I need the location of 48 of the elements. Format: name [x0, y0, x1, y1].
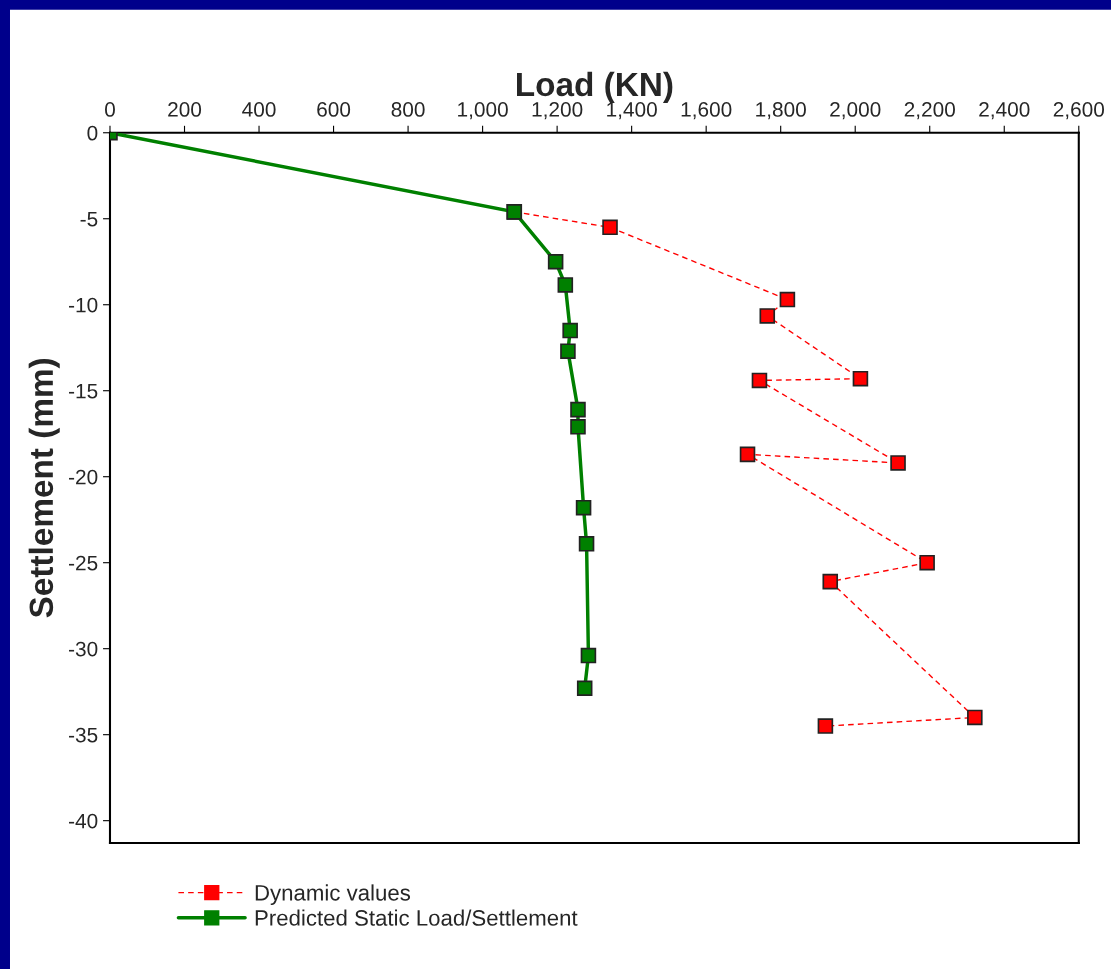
point [739, 446, 756, 463]
x-tick-label: 2,000 [830, 102, 881, 120]
x-tick-label: 600 [317, 102, 351, 117]
y-tick-label: -30 [69, 641, 98, 657]
x-tick-label: 2,400 [979, 102, 1030, 120]
legend-label: Dynamic values [255, 884, 411, 906]
x-tick-label: 2,600 [1053, 102, 1105, 120]
point [580, 647, 597, 664]
x-tick-label: 1,000 [458, 102, 508, 120]
point [967, 709, 983, 726]
x-tick-label: 2,200 [904, 102, 955, 120]
point [547, 253, 564, 270]
point [817, 718, 834, 734]
x-tick-label: 800 [391, 102, 425, 117]
point [890, 455, 906, 471]
x-tick-label: 200 [168, 102, 202, 117]
point [779, 291, 796, 308]
y-tick-label: -10 [69, 297, 98, 313]
y-tick-label: -40 [69, 813, 98, 829]
point [560, 343, 576, 359]
point [576, 680, 593, 697]
y-tick-label: -35 [69, 727, 98, 743]
y-tick-label: -20 [69, 469, 98, 485]
point [557, 277, 574, 293]
y-axis-title: Settlement (mm) [28, 358, 60, 618]
point [575, 499, 592, 516]
legend-label: Predicted Static Load/Settlement [255, 909, 578, 926]
point [759, 308, 776, 324]
point [751, 372, 768, 389]
y-tick-label: -5 [80, 211, 98, 227]
point [570, 401, 586, 418]
point [852, 370, 869, 387]
point [919, 554, 935, 571]
x-tick-label: 1,600 [681, 102, 732, 120]
x-tick-label: 1,200 [532, 102, 583, 120]
x-tick-label: 1,800 [756, 102, 806, 120]
x-tick-label: 0 [105, 102, 115, 117]
x-axis-title: Load (KN) [517, 71, 673, 103]
point [822, 573, 839, 590]
x-tick-label: 400 [242, 102, 276, 117]
point [570, 419, 586, 435]
y-tick-label: 0 [87, 125, 98, 141]
point [578, 536, 595, 552]
y-tick-label: -25 [69, 555, 98, 571]
point [562, 322, 578, 339]
y-tick-label: -15 [69, 383, 98, 399]
x-tick-label: 1,400 [607, 102, 657, 120]
point [602, 219, 618, 236]
